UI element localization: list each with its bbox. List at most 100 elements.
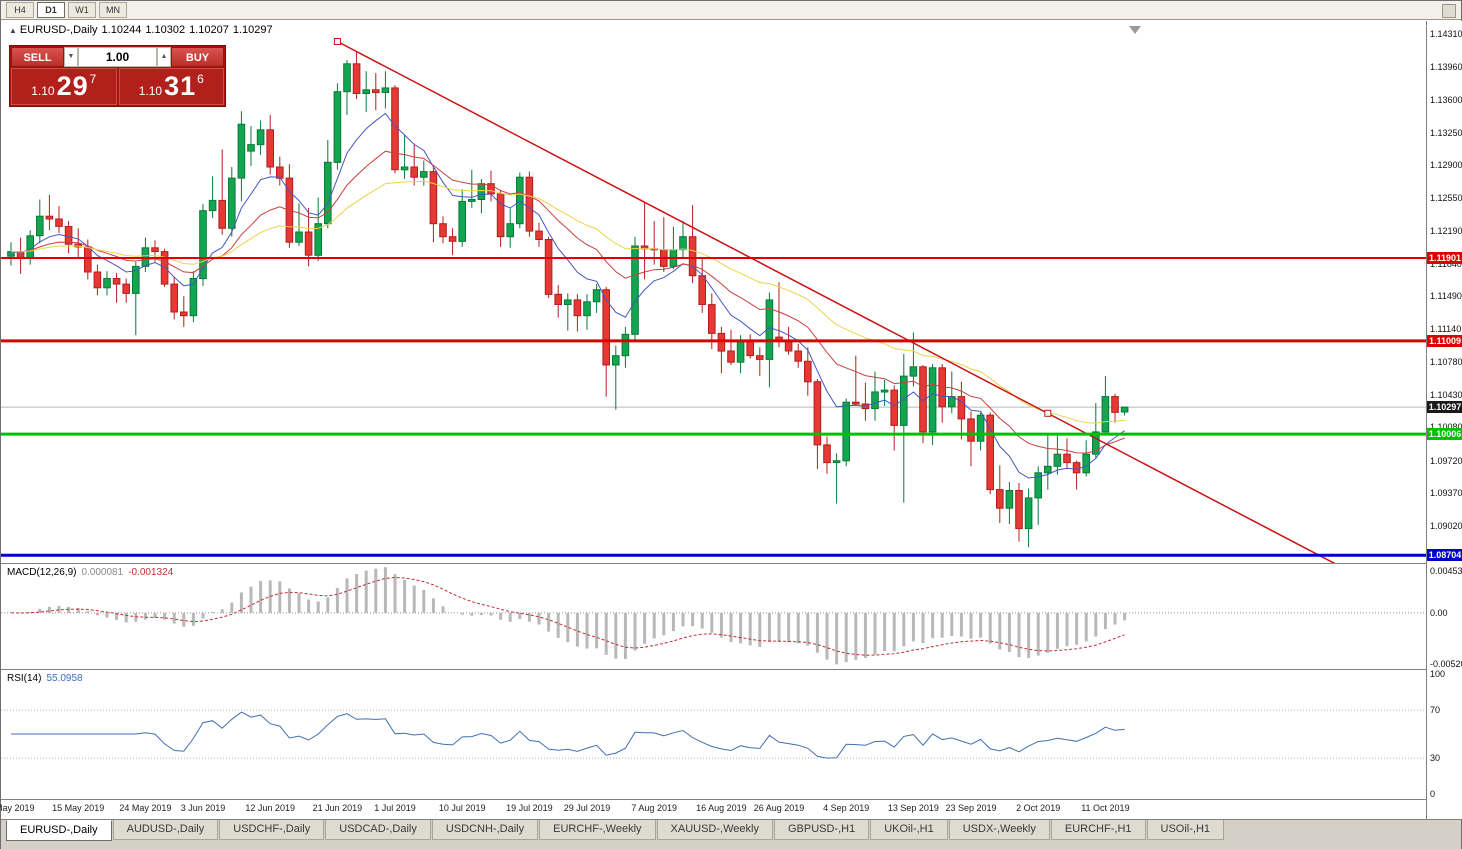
buy-price-pipette: 6 — [197, 71, 204, 86]
level-price-tag: 1.11901 — [1427, 251, 1462, 264]
timeframe-button-mn[interactable]: MN — [99, 2, 127, 18]
chart-tab-ukoil-h1[interactable]: UKOil-,H1 — [870, 820, 948, 840]
date-axis-label: 21 Jun 2019 — [312, 803, 363, 813]
sell-price-bigfigure: 1.10 — [31, 83, 55, 98]
bottom-filler — [1, 842, 1461, 849]
macd-axis-label: -0.005205 — [1430, 659, 1462, 669]
rsi-label: RSI(14) 55.0958 — [7, 673, 83, 684]
ohlc-high: 1.10302 — [145, 24, 186, 36]
price-axis-tick: 1.14310 — [1430, 29, 1462, 39]
macd-main-value: 0.000081 — [81, 567, 124, 578]
chart-tab-xauusd-weekly[interactable]: XAUUSD-,Weekly — [656, 820, 773, 840]
panel-separator[interactable] — [1, 669, 1461, 670]
buy-button[interactable]: BUY — [171, 47, 224, 67]
chart-tab-usdcnh-daily[interactable]: USDCNH-,Daily — [431, 820, 539, 840]
date-axis-label: 10 Jul 2019 — [438, 803, 486, 813]
level-price-tag: 1.11009 — [1427, 334, 1462, 347]
date-axis-label: 13 Sep 2019 — [887, 803, 939, 813]
ohlc-open: 1.10244 — [101, 24, 142, 36]
rsi-axis-label: 0 — [1430, 789, 1436, 799]
price-axis-tick: 1.10780 — [1430, 357, 1462, 368]
rsi-axis-label: 70 — [1430, 705, 1441, 715]
sell-button[interactable]: SELL — [11, 47, 64, 67]
rsi-value: 55.0958 — [46, 673, 83, 684]
price-axis-tick: 1.13600 — [1430, 95, 1462, 106]
date-axis-label: 7 Aug 2019 — [631, 803, 677, 813]
rsi-indicator-panel[interactable] — [1, 670, 1426, 799]
chart-tab-audusd-daily[interactable]: AUDUSD-,Daily — [112, 820, 219, 840]
price-axis-tick: 1.09020 — [1430, 520, 1462, 531]
date-axis-label: 15 May 2019 — [52, 803, 105, 813]
price-axis-tick: 1.11140 — [1430, 323, 1462, 334]
date-axis-label: 11 Oct 2019 — [1081, 803, 1130, 813]
date-axis-label: 4 Sep 2019 — [823, 803, 870, 813]
price-axis-tick: 1.12190 — [1430, 226, 1462, 237]
buy-price-display[interactable]: 1.10 31 6 — [118, 68, 224, 105]
sell-price-display[interactable]: 1.10 29 7 — [11, 68, 117, 105]
main-price-chart[interactable] — [1, 21, 1426, 563]
chart-tab-usdcad-daily[interactable]: USDCAD-,Daily — [325, 820, 431, 840]
price-axis-tick: 1.12550 — [1430, 192, 1462, 203]
ohlc-low: 1.10207 — [189, 24, 229, 36]
panel-separator[interactable] — [1, 563, 1461, 564]
chart-tab-gbpusd-h1[interactable]: GBPUSD-,H1 — [773, 820, 870, 840]
price-axis-tick: 1.10430 — [1430, 389, 1462, 400]
date-axis-label: 1 Jul 2019 — [374, 803, 416, 813]
macd-axis-label: 0.00 — [1430, 607, 1448, 618]
price-axis[interactable]: 1.14310 1.13960 1.13600 1.13250 1.12900 1.125… — [1426, 21, 1462, 819]
price-axis-tick: 1.12900 — [1430, 160, 1462, 171]
level-price-tag: 1.08704 — [1427, 549, 1462, 562]
date-axis-label: 3 Jun 2019 — [180, 803, 226, 813]
date-axis-label: 16 Aug 2019 — [696, 803, 747, 813]
date-axis-label: 26 Aug 2019 — [753, 803, 805, 813]
macd-signal-value: -0.001324 — [128, 567, 174, 578]
level-price-tag: 1.10006 — [1427, 428, 1462, 441]
buy-price-bigfigure: 1.10 — [138, 83, 163, 98]
sell-price-pipette: 7 — [89, 71, 97, 86]
chart-tab-eurchf-weekly[interactable]: EURCHF-,Weekly — [539, 820, 656, 840]
chart-symbol-label: EURUSD-,Daily — [19, 24, 98, 36]
symbol-marker-icon: ▲ — [9, 26, 17, 35]
price-axis-tick: 1.10080 — [1430, 422, 1462, 432]
chart-tab-usdx-weekly[interactable]: USDX-,Weekly — [948, 820, 1050, 840]
macd-axis-label: 0.004536 — [1430, 566, 1462, 576]
current-price-tag: 1.10297 — [1427, 401, 1462, 414]
sell-price-pips: 29 — [56, 71, 89, 101]
price-axis-tick: 1.13250 — [1430, 127, 1462, 138]
chart-tab-usdchf-daily[interactable]: USDCHF-,Daily — [219, 820, 325, 840]
date-axis-label: 29 Jul 2019 — [563, 803, 611, 813]
timeframe-button-h4[interactable]: H4 — [6, 2, 34, 18]
rsi-name: RSI(14) — [7, 673, 42, 684]
date-axis-label: 2 Oct 2019 — [1016, 803, 1061, 813]
date-axis-label: 12 Jun 2019 — [245, 803, 295, 813]
chart-tab-bar: EURUSD-,Daily AUDUSD-,Daily USDCHF-,Daily U… — [1, 819, 1461, 842]
chart-ohlc-header: ▲ EURUSD-,Daily 1.10244 1.10302 1.10207 1.102… — [9, 24, 277, 36]
price-axis-tick: 1.09370 — [1430, 488, 1462, 499]
timeframe-toolbar: H4 D1 W1 MN — [1, 1, 1461, 20]
ohlc-close: 1.10297 — [232, 24, 273, 36]
rsi-axis-label: 100 — [1430, 669, 1446, 679]
buy-price-pips: 31 — [164, 71, 197, 101]
lot-size-input[interactable]: 1.00 — [78, 47, 157, 67]
timeframe-button-w1[interactable]: W1 — [68, 2, 96, 18]
one-click-trade-panel: SELL ▼ 1.00 ▲ BUY 1.10 29 7 1.10 31 6 — [9, 45, 226, 107]
chart-tab-eurusd-daily[interactable]: EURUSD-,Daily — [6, 820, 112, 841]
chart-tab-usoil-h1[interactable]: USOil-,H1 — [1146, 820, 1225, 840]
date-axis-label: 6 May 2019 — [0, 803, 35, 813]
lot-increase-button[interactable]: ▲ — [157, 47, 171, 67]
macd-label: MACD(12,26,9) 0.000081 -0.001324 — [7, 567, 173, 578]
price-axis-tick: 1.13960 — [1430, 61, 1462, 72]
macd-indicator-panel[interactable] — [1, 564, 1426, 669]
lot-decrease-button[interactable]: ▼ — [64, 47, 78, 67]
chart-tab-eurchf-h1[interactable]: EURCHF-,H1 — [1050, 820, 1146, 840]
panel-separator — [1, 799, 1461, 800]
timeframe-button-d1[interactable]: D1 — [37, 2, 65, 18]
price-axis-tick: 1.09720 — [1430, 455, 1462, 466]
price-axis-tick: 1.11490 — [1430, 291, 1462, 302]
rsi-axis-label: 30 — [1430, 753, 1441, 763]
date-axis-label: 24 May 2019 — [119, 803, 172, 813]
date-axis[interactable]: 6 May 2019 15 May 2019 24 May 2019 3 Jun 20… — [0, 800, 1426, 818]
toolbar-corner-button[interactable] — [1442, 4, 1456, 18]
macd-name: MACD(12,26,9) — [7, 567, 77, 578]
